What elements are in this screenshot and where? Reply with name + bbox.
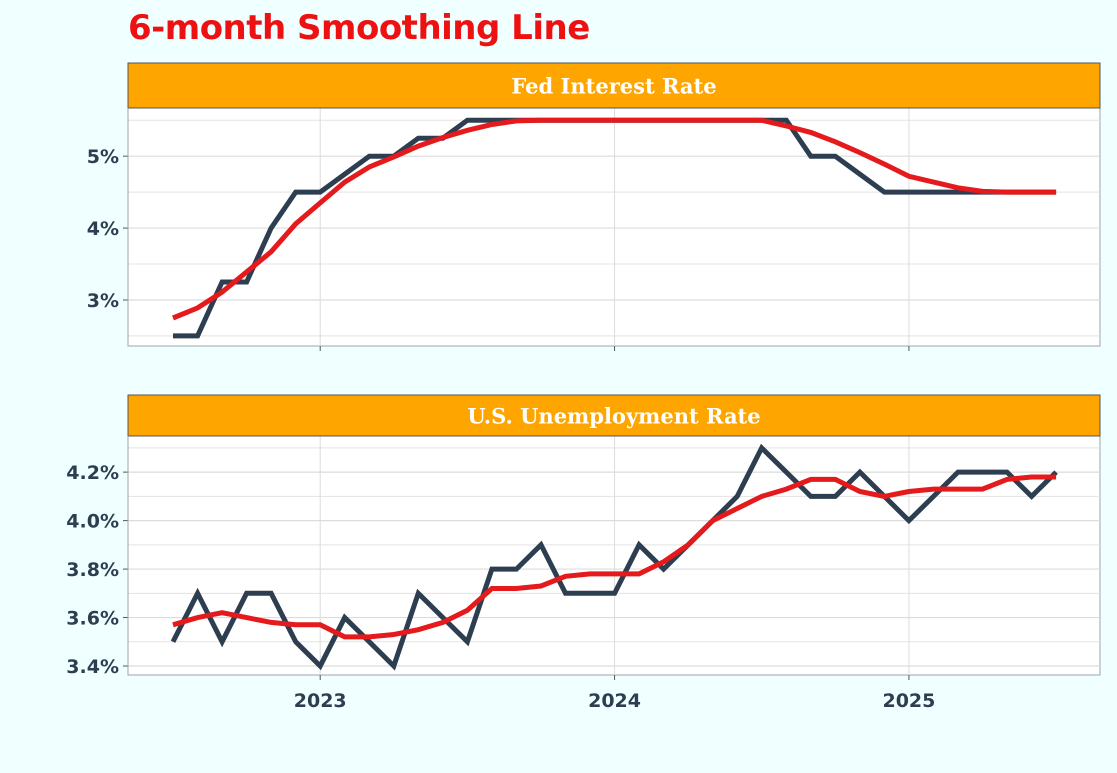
y-tick-label: 5% <box>87 146 119 168</box>
series-line-smoothed <box>172 117 1057 321</box>
panel-strip <box>127 394 1101 437</box>
y-tick-label: 4% <box>87 218 119 240</box>
series-line-actual <box>170 443 1058 671</box>
chart-title: 6-month Smoothing Line <box>128 8 590 48</box>
panel-title: U.S. Unemployment Rate <box>467 404 760 429</box>
panel-strip <box>127 62 1101 109</box>
y-tick-label: 3% <box>87 290 119 312</box>
panel-unemployment: 3.4% 3.6% 3.8% 4.0% 4.2% U.S. Unemployment Ra… <box>66 394 1101 678</box>
y-tick-label: 3.4% <box>66 656 119 678</box>
y-tick-label: 4.2% <box>66 462 119 484</box>
y-tick-label: 3.6% <box>66 608 119 630</box>
y-tick-label: 3.8% <box>66 559 119 581</box>
x-tick-label: 2024 <box>588 690 641 712</box>
y-tick-label: 4.0% <box>66 511 119 533</box>
x-tick-label: 2025 <box>882 690 935 712</box>
x-tick-label: 2023 <box>294 690 347 712</box>
series-line-smoothed <box>172 474 1057 640</box>
panel-title: Fed Interest Rate <box>511 74 716 99</box>
panel-fed-rate: 3% 4% 5% Fed Interest Rate <box>87 62 1101 347</box>
